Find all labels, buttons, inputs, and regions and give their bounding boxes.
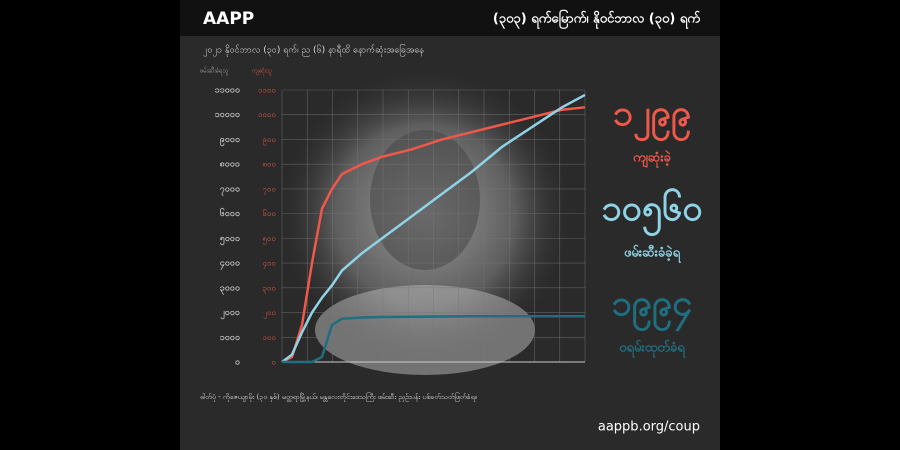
y-tick-label: ၃၀၀၀ xyxy=(220,283,240,295)
y2-tick-label: ၅၀၀ xyxy=(263,234,277,245)
y2-tick-label: ၈၀၀ xyxy=(262,160,276,169)
footer-note: ဓါတ်ပုံ - ကိုဇေယျာမိုး (၃၀ နှစ်) မတ္တရာမ… xyxy=(200,392,477,402)
y-axis-title: ဖမ်းဆီးခံရသူ xyxy=(200,67,229,76)
y-tick-label: ၆၀၀၀ xyxy=(220,208,240,219)
subtitle: ၂၀၂၁ နိုဝင်ဘာလ (၃၀) ရက်၊ ည (၆) နာရီထိ နေ… xyxy=(203,44,424,57)
y2-tick-label: ၃၀၀ xyxy=(263,283,277,294)
y-tick-label: ၇၀၀၀ xyxy=(220,184,240,196)
y2-tick-label: ၄၀၀ xyxy=(263,259,277,270)
stat-number: ၁၉၉၄ xyxy=(612,283,693,332)
y-tick-label: ၉၀၀၀ xyxy=(220,135,240,147)
stat-label: ဝရမ်းထုတ်ခံရ xyxy=(619,339,686,359)
y-tick-label: ၅၀၀၀ xyxy=(220,234,240,246)
y2-tick-label: ၁၀၀ xyxy=(263,333,277,342)
header-bar xyxy=(180,0,720,36)
y2-axis-title: ကျဆုံးသူ xyxy=(252,68,272,76)
y-tick-label: ၈၀၀၀ xyxy=(220,160,240,170)
y2-tick-label: ၁၁၀၀ xyxy=(258,86,276,95)
series-line xyxy=(281,93,586,364)
stat-number: ၁၂၉၉ xyxy=(613,93,691,142)
series-line xyxy=(281,106,586,364)
stat-label: ကျဆုံးခဲ့ xyxy=(633,150,672,168)
y-tick-label: ၁၀၀၀ xyxy=(220,333,240,343)
stat-number: ၁၀၅၆၀ xyxy=(601,188,702,237)
photo-face xyxy=(370,130,480,270)
y-tick-label: ၁၁၀၀၀ xyxy=(215,86,240,96)
photo-shirt xyxy=(315,285,535,375)
y2-tick-label: ၀ xyxy=(272,358,277,367)
y-tick-label: ၂၀၀၀ xyxy=(220,308,240,320)
header-title: (၃၀၃) ရက်မြောက်၊ နိုဝင်ဘာလ (၃၀) ရက် xyxy=(493,9,700,30)
y2-tick-label: ၂၀၀ xyxy=(263,308,276,319)
stats: ၁၂၉၉ကျဆုံးခဲ့၁၀၅၆၀ဖမ်းဆီးခံခဲ့ရ၁၉၉၄ဝရမ်း… xyxy=(601,93,702,359)
y-tick-label: ၄၀၀၀ xyxy=(220,259,240,271)
y-tick-label: ၀ xyxy=(235,358,240,368)
y2-tick-label: ၆၀၀ xyxy=(263,208,277,218)
logo: AAPP xyxy=(203,9,254,29)
y2-tick-label: ၉၀၀ xyxy=(263,135,277,146)
series-line xyxy=(282,315,585,364)
y2-tick-label: ၁၀၀၀ xyxy=(258,110,276,119)
y2-tick-label: ၇၀၀ xyxy=(263,184,277,195)
y-tick-label: ၁၀၀၀၀ xyxy=(215,110,240,120)
footer-url: aappb.org/coup xyxy=(598,420,700,435)
stat-label: ဖမ်းဆီးခံခဲ့ရ xyxy=(624,244,682,264)
